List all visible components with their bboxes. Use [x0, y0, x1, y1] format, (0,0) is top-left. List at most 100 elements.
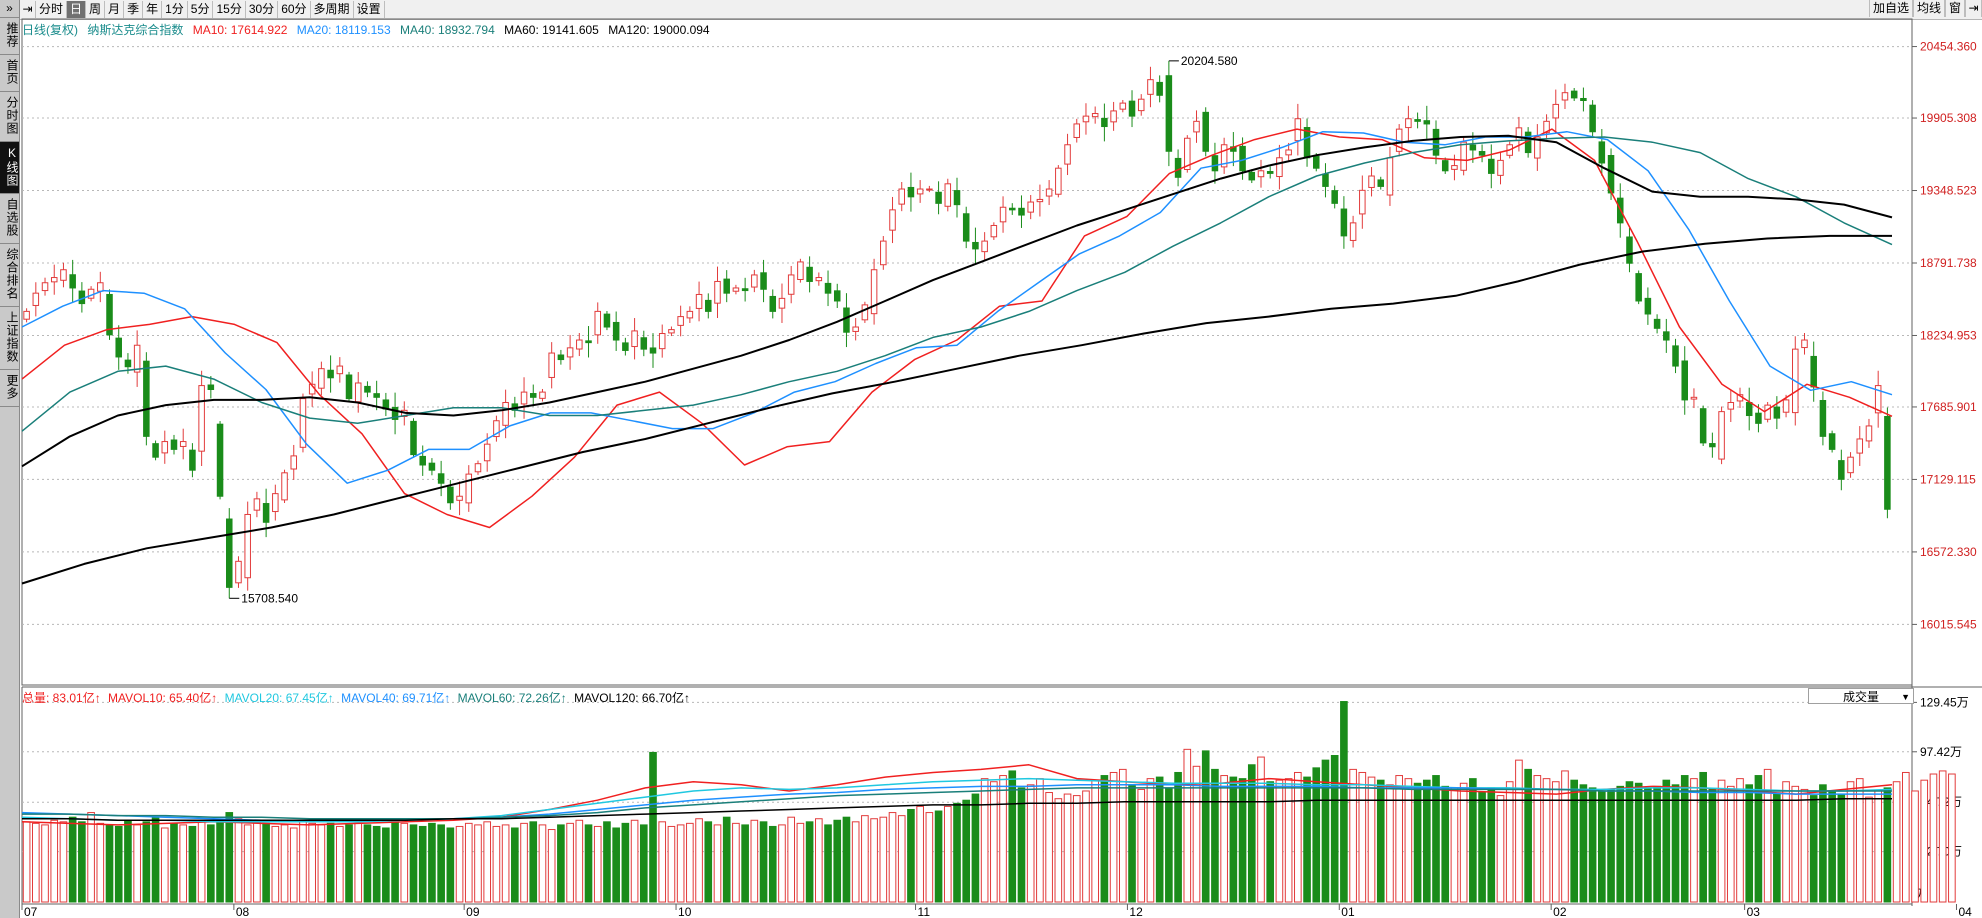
- volume-bar-down: [418, 825, 427, 903]
- sidebar-item-1[interactable]: 首页: [0, 55, 19, 92]
- candle-up: [594, 310, 602, 336]
- volume-bar-up: [1109, 771, 1118, 903]
- sidebar-item-4[interactable]: 自选股: [0, 194, 19, 244]
- candle-up: [493, 420, 500, 438]
- tab-period-1[interactable]: 日: [67, 1, 87, 18]
- volume-bar-down: [1708, 788, 1717, 903]
- volume-bar-down: [446, 827, 455, 903]
- candle-up: [336, 365, 344, 375]
- tab-period-0[interactable]: 分时: [36, 1, 68, 18]
- volume-bar-up: [1791, 785, 1800, 903]
- tab-period-10[interactable]: 60分: [278, 1, 311, 18]
- chevron-down-icon: ▼: [1901, 692, 1910, 702]
- volume-bar-up: [575, 819, 584, 903]
- candle-down: [391, 406, 399, 420]
- volume-info-line: 总量: 83.01亿↑ MAVOL10: 65.40亿↑ MAVOL20: 67…: [22, 689, 694, 705]
- volume-bar-up: [1367, 776, 1376, 903]
- tab-period-7[interactable]: 5分: [188, 1, 214, 18]
- price-tick-label: 20454.360: [1920, 40, 1977, 54]
- candle-down: [622, 342, 629, 351]
- ma120-value: MA120: 19000.094: [608, 23, 710, 37]
- candle-up: [658, 333, 666, 350]
- toolbar-right-button-2[interactable]: 窗: [1944, 0, 1965, 17]
- candle-up: [1147, 79, 1154, 95]
- volume-bar-up: [686, 822, 694, 903]
- total-volume: 总量: 83.01亿↑: [22, 691, 101, 705]
- sidebar-item-2[interactable]: 分时图: [0, 92, 19, 142]
- mavol40-value: MAVOL40: 69.71亿↑: [341, 691, 451, 705]
- volume-bar-up: [990, 781, 998, 903]
- tab-period-11[interactable]: 多周期: [311, 1, 354, 18]
- volume-bar-down: [768, 825, 777, 903]
- toolbar-right-button-0[interactable]: 加自选: [1868, 0, 1913, 17]
- volume-bar-up: [658, 821, 667, 903]
- candle-up: [999, 206, 1007, 223]
- candle-down: [1414, 119, 1421, 122]
- sidebar-item-3[interactable]: K线图: [0, 142, 19, 194]
- candle-up: [1405, 118, 1412, 129]
- candle-down: [806, 266, 813, 282]
- volume-indicator-select[interactable]: 成交量 ▼: [1808, 688, 1914, 704]
- candle-down: [723, 278, 730, 294]
- candle-up: [41, 282, 49, 292]
- candle-up: [787, 274, 795, 295]
- candle-up: [1349, 222, 1357, 241]
- candle-down: [962, 213, 970, 242]
- volume-bar-down: [428, 822, 436, 903]
- candle-up: [318, 368, 325, 389]
- volume-bar-up: [50, 819, 59, 903]
- tab-period-2[interactable]: 周: [86, 1, 106, 18]
- candle-up: [97, 282, 104, 292]
- volume-bar-down: [907, 808, 915, 903]
- ma10-line: [21, 128, 1893, 529]
- volume-bar-up: [547, 829, 556, 903]
- candle-up: [483, 443, 491, 462]
- candle-up: [1801, 339, 1808, 349]
- volume-bar-up: [483, 821, 492, 903]
- volume-bar-up: [676, 824, 685, 903]
- candle-up: [1359, 189, 1366, 215]
- candle-up: [354, 382, 362, 403]
- tab-period-8[interactable]: 15分: [213, 1, 246, 18]
- candle-up: [714, 280, 721, 304]
- tab-period-12[interactable]: 设置: [354, 1, 385, 18]
- volume-bar-down: [557, 824, 565, 903]
- candle-down: [1589, 104, 1596, 133]
- period-tabs: 分时日周月季年 1分 5分 15分 30分 60分 多周期 设置: [36, 1, 385, 18]
- sidebar-item-7[interactable]: 更多: [0, 370, 19, 407]
- volume-bar-up: [538, 824, 547, 903]
- toolbar-right-button-1[interactable]: 均线: [1912, 0, 1945, 17]
- tab-period-3[interactable]: 月: [105, 1, 125, 18]
- volume-bar-up: [308, 822, 316, 903]
- volume-bar-up: [796, 822, 805, 903]
- volume-bar-down: [639, 824, 648, 903]
- candle-down: [1570, 90, 1578, 99]
- candle-up: [1368, 175, 1375, 188]
- volume-bar-down: [1570, 779, 1579, 903]
- volume-bar-down: [124, 819, 132, 903]
- toolbar-pin-icon[interactable]: ⇥: [20, 1, 36, 18]
- sidebar-item-6[interactable]: 上证指数: [0, 307, 19, 370]
- sidebar-item-0[interactable]: 推荐: [0, 18, 19, 55]
- volume-bar-up: [879, 816, 888, 903]
- time-tick-label: 01: [1341, 905, 1355, 918]
- tab-period-9[interactable]: 30分: [246, 1, 279, 18]
- tab-period-5[interactable]: 年: [143, 1, 163, 18]
- tab-period-4[interactable]: 季: [124, 1, 144, 18]
- volume-bar-up: [289, 827, 298, 903]
- candle-down: [1239, 145, 1246, 172]
- tab-period-6[interactable]: 1分: [162, 1, 188, 18]
- candle-up: [1865, 425, 1873, 442]
- candle-down: [152, 443, 159, 458]
- volume-tick-label: 97.42万: [1920, 745, 1962, 759]
- sidebar-item-5[interactable]: 综合排名: [0, 244, 19, 307]
- volume-tick-label: 129.45万: [1920, 695, 1969, 709]
- time-tick-label: 12: [1129, 905, 1143, 918]
- sidebar-expand-icon[interactable]: »: [0, 0, 19, 18]
- volume-bar-up: [1026, 784, 1035, 903]
- volume-bar-up: [41, 824, 49, 903]
- candle-down: [1699, 408, 1707, 444]
- candle-down: [1009, 207, 1016, 211]
- candle-down: [69, 274, 76, 289]
